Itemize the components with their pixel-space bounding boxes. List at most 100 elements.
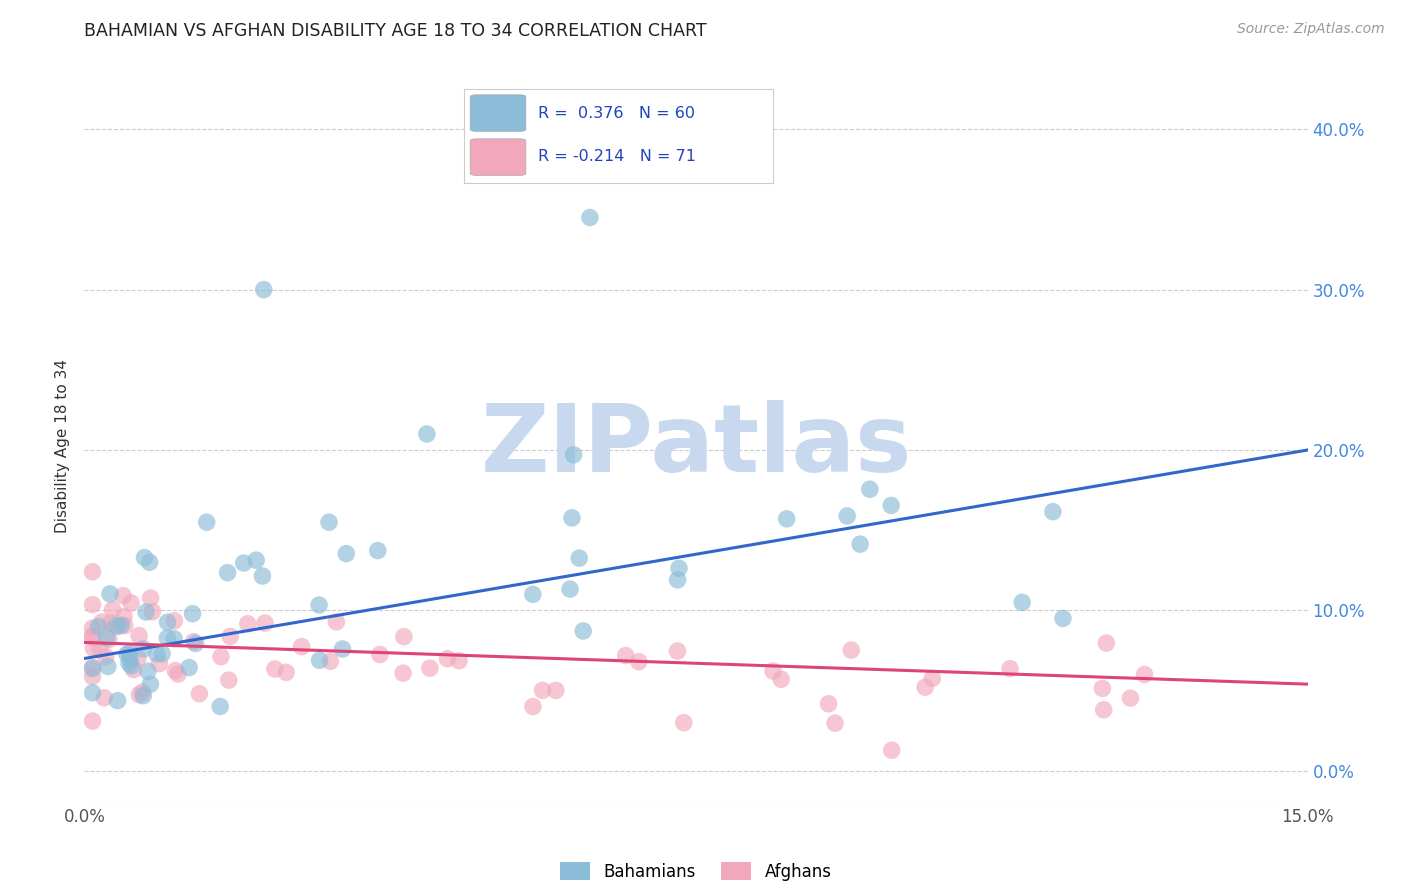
Point [245,553,267,567]
Point [138,555,160,569]
Point [132,641,155,656]
Point [82,714,104,728]
Point [1119,691,1142,706]
Point [436,652,458,666]
Point [110,618,132,632]
Point [156,631,179,645]
Point [128,688,150,702]
Point [1133,667,1156,681]
Point [148,657,170,671]
Point [367,543,389,558]
Point [107,693,129,707]
Point [82,629,104,643]
Point [134,550,156,565]
Point [146,647,169,661]
Point [392,630,415,644]
Point [914,680,936,694]
Legend: Bahamians, Afghans: Bahamians, Afghans [554,855,838,888]
Point [859,482,882,496]
Point [156,615,179,630]
Point [880,743,903,757]
Point [368,648,391,662]
Point [188,687,211,701]
Text: R =  0.376   N = 60: R = 0.376 N = 60 [538,105,695,120]
Point [112,609,135,624]
Point [96,631,118,645]
Point [167,667,190,681]
FancyBboxPatch shape [470,95,526,131]
Point [447,654,470,668]
Point [579,211,602,225]
Point [89,642,111,657]
Point [97,632,120,647]
Point [253,283,276,297]
Point [82,621,104,635]
Point [82,669,104,683]
Point [308,598,330,612]
Point [522,699,544,714]
Point [770,673,793,687]
Point [115,647,138,661]
Point [319,654,342,668]
Point [1011,595,1033,609]
Point [1091,681,1114,696]
Point [762,664,785,678]
Point [392,666,415,681]
Point [132,689,155,703]
Point [82,660,104,674]
Point [94,649,117,664]
Point [419,661,441,675]
Point [127,651,149,665]
Point [139,677,162,691]
Point [666,644,689,658]
Point [561,511,583,525]
Point [98,587,121,601]
Point [122,663,145,677]
Point [179,660,201,674]
Point [253,616,276,631]
Point [184,636,207,650]
Point [163,632,186,646]
Point [195,515,218,529]
Point [998,662,1021,676]
Point [104,619,127,633]
Text: Source: ZipAtlas.com: Source: ZipAtlas.com [1237,22,1385,37]
Point [131,685,153,699]
Point [118,656,141,670]
Point [776,512,799,526]
Point [165,664,187,678]
Point [118,646,141,660]
Text: ZIPatlas: ZIPatlas [481,400,911,492]
Point [82,661,104,675]
Point [82,630,104,644]
Point [572,624,595,638]
Point [82,565,104,579]
Point [93,690,115,705]
Point [817,697,839,711]
Point [614,648,637,663]
Point [1042,505,1064,519]
Point [236,616,259,631]
Point [120,596,142,610]
Point [118,651,141,665]
Point [120,658,142,673]
Point [136,665,159,679]
Point [335,547,357,561]
Point [135,605,157,619]
Point [107,619,129,633]
Point [218,673,240,687]
Point [276,665,298,680]
Point [128,629,150,643]
Point [252,569,274,583]
Point [139,591,162,605]
Point [209,699,232,714]
Point [921,672,943,686]
Point [263,662,285,676]
Text: R = -0.214   N = 71: R = -0.214 N = 71 [538,149,696,163]
Point [824,716,846,731]
Text: BAHAMIAN VS AFGHAN DISABILITY AGE 18 TO 34 CORRELATION CHART: BAHAMIAN VS AFGHAN DISABILITY AGE 18 TO … [84,22,707,40]
Point [544,683,567,698]
Point [181,607,204,621]
Point [100,616,122,631]
Point [558,582,581,596]
